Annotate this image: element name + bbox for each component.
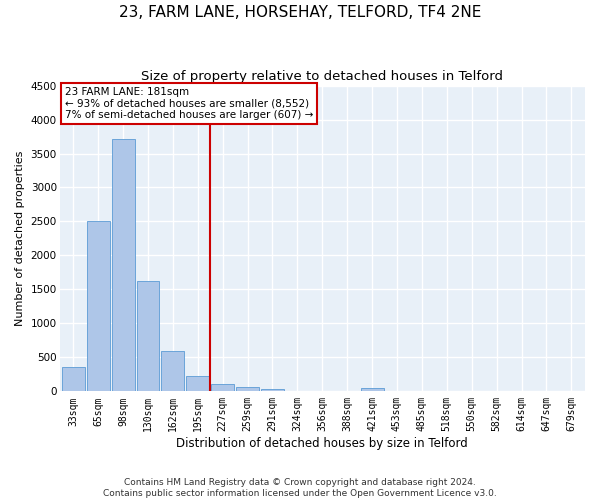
Bar — [112, 138, 134, 392]
Bar — [187, 376, 209, 392]
Bar — [236, 388, 259, 392]
Bar — [361, 388, 383, 392]
Bar — [261, 388, 284, 392]
X-axis label: Distribution of detached houses by size in Telford: Distribution of detached houses by size … — [176, 437, 468, 450]
Title: Size of property relative to detached houses in Telford: Size of property relative to detached ho… — [141, 70, 503, 83]
Text: 23, FARM LANE, HORSEHAY, TELFORD, TF4 2NE: 23, FARM LANE, HORSEHAY, TELFORD, TF4 2N… — [119, 5, 481, 20]
Bar — [161, 351, 184, 392]
Bar — [62, 367, 85, 392]
Bar — [211, 384, 234, 392]
Bar — [137, 280, 160, 392]
Bar — [87, 222, 110, 392]
Y-axis label: Number of detached properties: Number of detached properties — [15, 151, 25, 326]
Text: Contains HM Land Registry data © Crown copyright and database right 2024.
Contai: Contains HM Land Registry data © Crown c… — [103, 478, 497, 498]
Text: 23 FARM LANE: 181sqm
← 93% of detached houses are smaller (8,552)
7% of semi-det: 23 FARM LANE: 181sqm ← 93% of detached h… — [65, 87, 313, 120]
